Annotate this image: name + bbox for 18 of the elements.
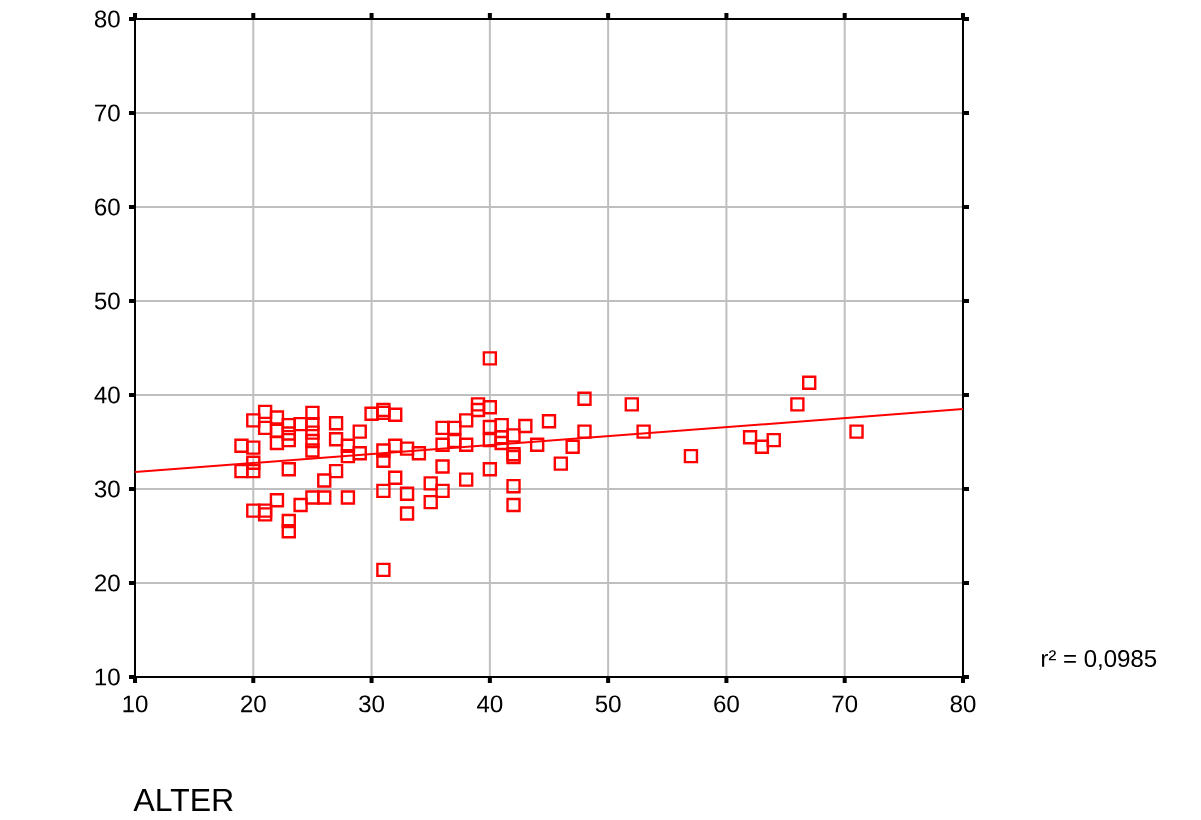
y-tick-label: 50 [94,292,120,310]
text: r² = 0,0985 [1042,650,1157,670]
y-tick-label: 80 [94,10,120,28]
y-tick-label: 60 [95,198,120,216]
x-tick-label: 10 [123,695,148,713]
x-tick-label: 50 [595,695,621,713]
x-tick-label: 60 [714,695,739,713]
x-tick-label: 30 [359,695,384,713]
x-axis-title: ALTER [133,788,233,811]
y-tick-label: 40 [94,386,120,404]
y-tick-label: 20 [95,574,120,592]
x-tick-label: 40 [477,695,503,713]
x-tick-label: 70 [832,695,858,713]
y-tick-label: 10 [95,668,120,686]
y-tick-label: 30 [94,480,120,498]
x-tick-label: 80 [950,695,976,713]
x-tick-label: 20 [241,695,266,713]
y-tick-label: 70 [95,104,120,122]
